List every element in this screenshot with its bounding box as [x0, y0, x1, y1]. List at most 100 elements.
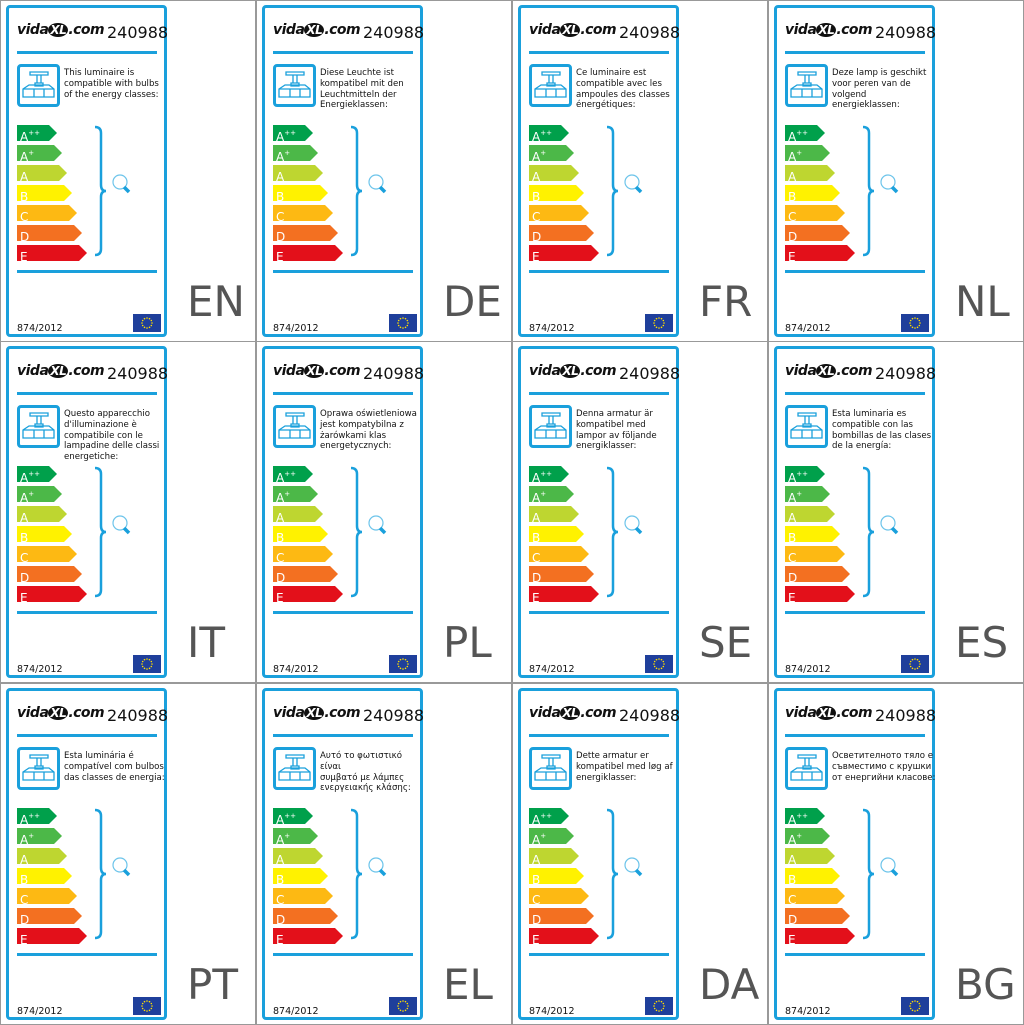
logo-text: .com [324, 363, 361, 379]
luminaire-icon [17, 64, 60, 107]
energy-class-bar: E [273, 245, 343, 261]
logo-text: .com [580, 363, 617, 379]
energy-class-letter: C [788, 210, 797, 224]
energy-class-letter: C [276, 551, 285, 565]
energy-class-bar: C [17, 546, 77, 562]
energy-class-bar: B [785, 868, 840, 884]
vidaxl-logo: vida XL .com [17, 22, 105, 38]
luminaire-icon [785, 64, 828, 107]
logo-text: vida [529, 705, 561, 721]
bracket [607, 125, 619, 257]
energy-class-bar: A++ [785, 466, 825, 482]
divider [17, 953, 157, 956]
luminaire-icon [273, 405, 316, 448]
energy-class-bar: A+ [273, 145, 318, 161]
regulation-number: 874/2012 [529, 664, 575, 675]
logo-text: vida [17, 705, 49, 721]
energy-class-bar: A++ [785, 808, 825, 824]
vidaxl-logo: vida XL .com [273, 363, 361, 379]
energy-label-card: vida XL .com 240988 Αυτό το φωτιστικό είνα… [262, 688, 425, 1020]
energy-class-bar: A [17, 506, 67, 522]
logo-text: .com [324, 22, 361, 38]
energy-class-bar: A++ [273, 466, 313, 482]
energy-class-letter: A [532, 471, 541, 485]
logo-mark: XL [560, 364, 581, 378]
logo-text: vida [529, 363, 561, 379]
energy-class-bar: A [785, 165, 835, 181]
energy-class-letter: A [20, 833, 29, 847]
energy-class-bar: E [273, 928, 343, 944]
divider [785, 51, 925, 54]
energy-class-letter: E [20, 250, 28, 264]
divider [785, 611, 925, 614]
logo-mark: XL [304, 364, 325, 378]
logo-text: vida [785, 705, 817, 721]
divider [785, 270, 925, 273]
logo-text: .com [68, 705, 105, 721]
energy-class-bar: D [273, 225, 338, 241]
energy-class-bar: D [529, 566, 594, 582]
energy-class-letter: A [20, 491, 29, 505]
compatibility-text: Esta luminária é compatível com bulbos d… [64, 751, 165, 783]
energy-class-letter: D [20, 230, 30, 244]
energy-class-letter: A [20, 511, 29, 525]
divider [273, 953, 413, 956]
energy-class-bar: A [529, 165, 579, 181]
energy-class-letter: A [276, 491, 285, 505]
logo-mark: XL [48, 23, 69, 37]
energy-class-bar: C [785, 205, 845, 221]
energy-label-cell-nl: vida XL .com 240988 Deze lamp is geschikt … [768, 0, 1024, 342]
vidaxl-logo: vida XL .com [785, 22, 873, 38]
energy-class-letter: D [276, 571, 286, 585]
energy-class-sup: ++ [28, 129, 40, 137]
language-code: ES [955, 618, 1009, 667]
luminaire-icon [529, 747, 572, 790]
energy-class-bar: A+ [17, 486, 62, 502]
logo-mark: XL [48, 364, 69, 378]
bulb-icon [880, 515, 899, 535]
energy-label-cell-it: vida XL .com 240988 Questo apparecchio d'i… [0, 341, 256, 683]
regulation-number: 874/2012 [785, 1006, 831, 1017]
energy-class-sup: ++ [284, 470, 296, 478]
energy-class-sup: ++ [796, 129, 808, 137]
language-code: EN [187, 277, 245, 326]
logo-text: vida [785, 363, 817, 379]
vidaxl-logo: vida XL .com [529, 363, 617, 379]
language-code: PT [187, 960, 238, 1009]
energy-class-letter: C [20, 210, 29, 224]
energy-class-letter: E [276, 250, 284, 264]
product-code: 240988 [619, 23, 681, 42]
regulation-number: 874/2012 [17, 664, 63, 675]
energy-class-bar: A+ [273, 828, 318, 844]
energy-class-sup: + [28, 832, 35, 840]
energy-class-letter: A [276, 150, 285, 164]
bulb-icon [880, 857, 899, 877]
bulb-icon [880, 174, 899, 194]
divider [785, 734, 925, 737]
language-code: NL [955, 277, 1010, 326]
energy-class-letter: A [20, 853, 29, 867]
product-code: 240988 [107, 706, 169, 725]
energy-class-letter: A [276, 130, 285, 144]
vidaxl-logo: vida XL .com [17, 705, 105, 721]
energy-label-card: vida XL .com 240988 Oprawa oświetleniowa j… [262, 346, 424, 678]
logo-text: vida [273, 363, 305, 379]
luminaire-icon [273, 64, 316, 107]
bracket [607, 808, 619, 940]
product-code: 240988 [363, 706, 425, 725]
eu-flag-icon [389, 655, 417, 673]
logo-text: .com [68, 22, 105, 38]
bulb-icon [624, 515, 643, 535]
energy-label-cell-se: vida XL .com 240988 Denna armatur är kompa… [512, 341, 768, 683]
product-code: 240988 [107, 364, 169, 383]
language-code: SE [699, 618, 753, 667]
energy-class-bar: D [785, 225, 850, 241]
energy-class-bar: C [529, 205, 589, 221]
energy-label-card: vida XL .com 240988 Dette armatur er kompa… [518, 688, 680, 1020]
logo-text: vida [17, 363, 49, 379]
divider [529, 734, 669, 737]
energy-class-letter: A [532, 170, 541, 184]
energy-class-letter: A [276, 511, 285, 525]
divider [273, 611, 413, 614]
energy-class-letter: A [532, 833, 541, 847]
